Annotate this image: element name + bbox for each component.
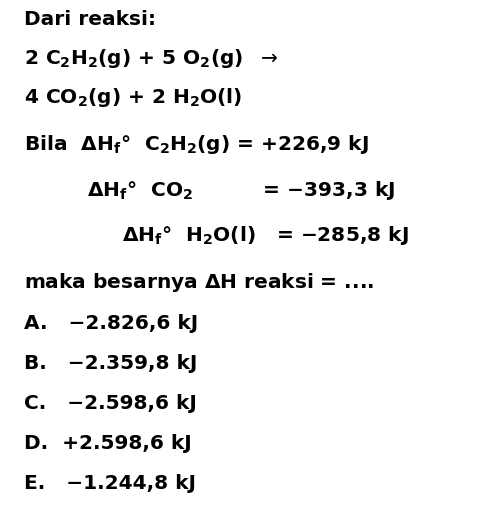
Text: B.   −2.359,8 kJ: B. −2.359,8 kJ xyxy=(24,354,197,373)
Text: A.   −2.826,6 kJ: A. −2.826,6 kJ xyxy=(24,314,198,333)
Text: $\mathbf{\Delta H_f°}$  $\mathbf{CO_2}$          = −393,3 kJ: $\mathbf{\Delta H_f°}$ $\mathbf{CO_2}$ =… xyxy=(24,180,395,202)
Text: C.   −2.598,6 kJ: C. −2.598,6 kJ xyxy=(24,394,197,413)
Text: $\mathbf{\Delta H_f°}$  $\mathbf{H_2O(l)}$   = −285,8 kJ: $\mathbf{\Delta H_f°}$ $\mathbf{H_2O(l)}… xyxy=(24,224,409,247)
Text: Dari reaksi:: Dari reaksi: xyxy=(24,10,156,29)
Text: 2 $\mathbf{C_2H_2}$$\mathbf{(g)}$ + 5 $\mathbf{O_2}$$\mathbf{(g)}$  $\rightarrow: 2 $\mathbf{C_2H_2}$$\mathbf{(g)}$ + 5 $\… xyxy=(24,47,279,70)
Text: E.   −1.244,8 kJ: E. −1.244,8 kJ xyxy=(24,474,196,493)
Text: D.  +2.598,6 kJ: D. +2.598,6 kJ xyxy=(24,434,192,453)
Text: Bila  $\mathbf{\Delta H_f°}$  $\mathbf{C_2H_2(g)}$ = +226,9 kJ: Bila $\mathbf{\Delta H_f°}$ $\mathbf{C_2… xyxy=(24,133,369,156)
Text: maka besarnya $\mathbf{\Delta H}$ reaksi = ....: maka besarnya $\mathbf{\Delta H}$ reaksi… xyxy=(24,271,374,295)
Text: 4 $\mathbf{CO_2}$$\mathbf{(g)}$ + 2 $\mathbf{H_2O}$$\mathbf{(l)}$: 4 $\mathbf{CO_2}$$\mathbf{(g)}$ + 2 $\ma… xyxy=(24,86,242,109)
